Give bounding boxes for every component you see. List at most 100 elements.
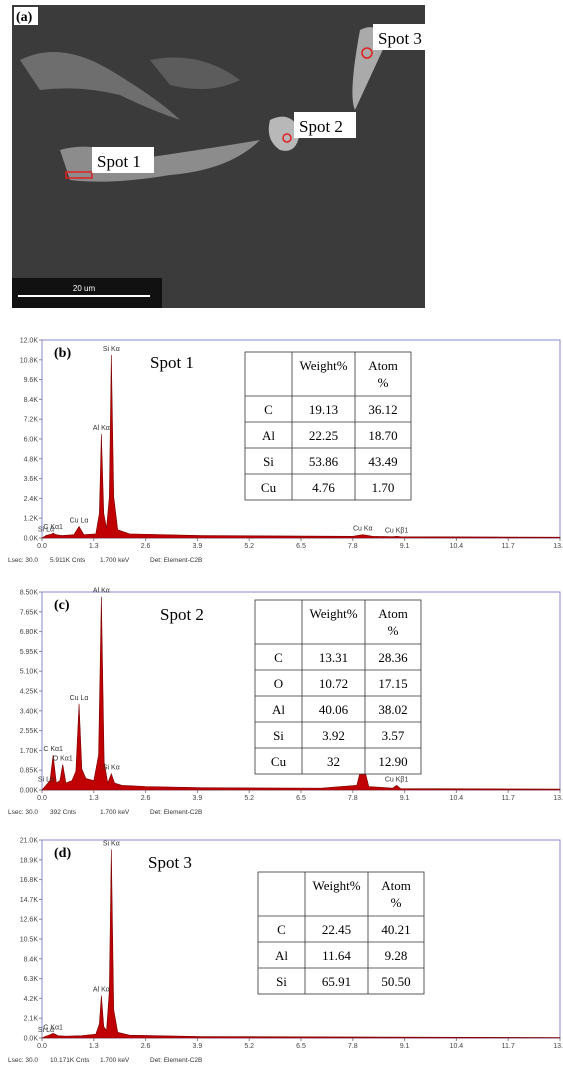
table-cell: 65.91 [322,974,351,989]
peak-label: Al Kα [93,987,110,994]
table-cell: Cu [261,480,277,495]
sem-particle [20,52,180,120]
data-table [257,871,425,995]
spot-marker [282,133,292,143]
table-cell: 43.49 [368,454,397,469]
table-cell: 18.70 [368,428,397,443]
table-header: Weight% [309,606,357,621]
y-tick-label: 0.00K [20,788,39,795]
y-tick-label: 10.5K [20,937,39,944]
footer-text: 5.911K Cnts [50,557,86,564]
table-cell: 10.72 [319,676,348,691]
y-tick-label: 12.6K [20,917,39,924]
x-tick-label: 9.1 [400,543,410,550]
footer-text: Lsec: 30.0 [8,1057,38,1064]
y-tick-label: 10.8K [20,357,39,364]
footer-text: Det: Element-C2B [150,557,202,564]
peak-label: Si Kα [103,840,120,847]
peak-label: Si Lα [38,1027,54,1034]
footer-text: 1.700 keV [100,809,130,816]
y-tick-label: 7.2K [24,417,39,424]
y-tick-label: 2.55K [20,728,39,735]
spot-label: Spot 3 [378,29,422,48]
x-tick-label: 10.4 [450,795,464,802]
table-header: Atom% [381,878,411,910]
panel-label-box [14,7,38,25]
table-cell: 4.76 [312,480,335,495]
spot-title: Spot 1 [150,353,194,372]
peak-label: Si Lα [38,776,54,783]
x-tick-label: 0.0 [37,543,47,550]
spot-title: Spot 2 [160,605,204,624]
y-tick-label: 4.8K [24,456,39,463]
x-tick-label: 1.3 [89,543,99,550]
table-cell: 32 [327,754,340,769]
x-tick-label: 2.6 [141,795,151,802]
y-tick-label: 7.65K [20,609,39,616]
y-tick-label: 5.95K [20,649,39,656]
data-table [244,351,412,501]
peak-label: C Kα1 [43,524,63,531]
y-tick-label: 0.0K [24,536,39,543]
x-tick-label: 6.5 [296,1043,306,1050]
y-tick-label: 5.10K [20,669,39,676]
y-tick-label: 2.1K [24,1016,39,1023]
y-tick-label: 14.7K [20,897,39,904]
table-cell: Si [273,728,284,743]
panel-label: (d) [54,846,71,861]
spectrum [41,849,561,1039]
table-cell: 9.28 [385,948,408,963]
y-tick-label: 8.50K [20,590,39,597]
y-tick-label: 9.6K [24,377,39,384]
y-tick-label: 6.0K [24,437,39,444]
y-tick-label: 6.80K [20,629,39,636]
table-cell: Si [276,974,287,989]
spectrum [40,354,561,539]
x-tick-label: 3.9 [193,1043,203,1050]
table-cell: 38.02 [378,702,407,717]
footer-text: 392 Cnts [50,809,77,816]
x-tick-label: 2.6 [141,543,151,550]
scale-bar-box [12,278,162,308]
x-tick-label: 3.9 [193,795,203,802]
y-tick-label: 18.9K [20,857,39,864]
table-cell: 40.21 [381,922,410,937]
table-cell: C [274,650,283,665]
scale-bar-label: 20 um [73,284,96,293]
x-tick-label: 3.9 [193,543,203,550]
table-cell: 3.92 [322,728,345,743]
table-cell: 53.86 [309,454,339,469]
peak-label: Cu Kβ1 [385,776,409,783]
x-tick-label: 9.1 [400,1043,410,1050]
x-tick-label: 5.2 [244,543,254,550]
peak-label: C Kα1 [43,746,63,753]
y-tick-label: 4.25K [20,689,39,696]
x-tick-label: 7.8 [348,1043,358,1050]
table-cell: 1.70 [372,480,395,495]
table-cell: Cu [271,754,287,769]
spot-label-box [294,112,356,138]
y-tick-label: 8.4K [24,397,39,404]
footer-text: Lsec: 30.0 [8,809,38,816]
x-tick-label: 1.3 [89,1043,99,1050]
table-cell: 40.06 [319,702,349,717]
x-tick-label: 1.3 [89,795,99,802]
table-cell: C [264,402,273,417]
table-cell: 28.36 [378,650,408,665]
y-tick-label: 8.4K [24,956,39,963]
x-tick-label: 11.7 [502,1043,515,1050]
peak-label: Cu Lα [70,517,89,524]
spot-label-box [92,147,154,173]
footer-text: 10.171K Cnts [50,1057,90,1064]
spot-marker [361,47,373,59]
x-tick-label: 13.0 [553,795,563,802]
peak-label: C Kα1 [43,1024,63,1031]
peak-label: Cu Kα [353,526,373,533]
table-cell: Al [275,948,288,963]
y-tick-label: 12.0K [20,338,39,345]
peak-label: Al Kα [93,425,110,432]
y-tick-label: 3.40K [20,708,39,715]
table-cell: 3.57 [382,728,405,743]
table-header: Weight% [299,358,347,373]
